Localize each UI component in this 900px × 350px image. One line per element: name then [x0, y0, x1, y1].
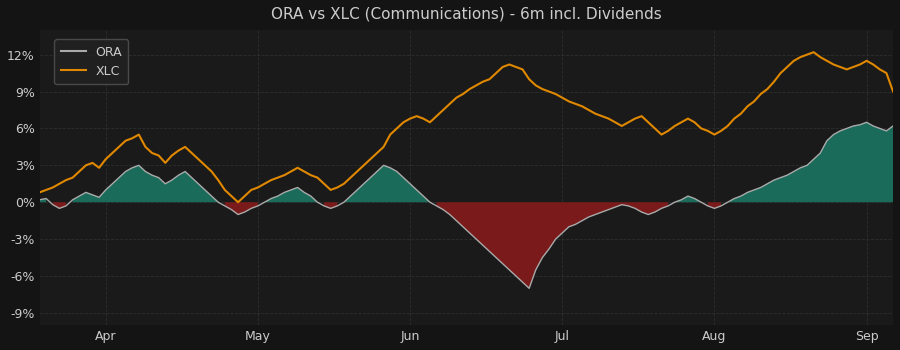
Title: ORA vs XLC (Communications) - 6m incl. Dividends: ORA vs XLC (Communications) - 6m incl. D… [271, 7, 662, 22]
Legend: ORA, XLC: ORA, XLC [54, 39, 129, 84]
